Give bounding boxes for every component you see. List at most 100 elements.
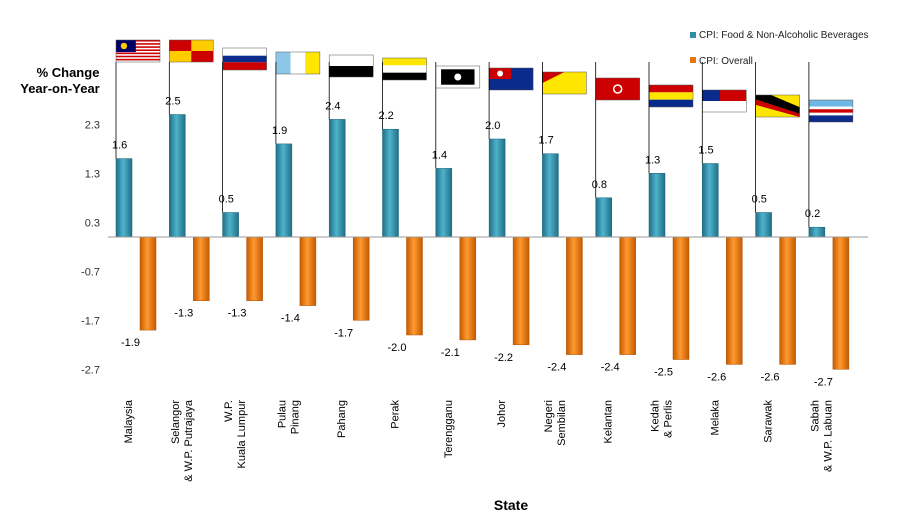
bar-overall <box>352 236 370 321</box>
bar-overall <box>779 236 796 365</box>
category-label-line: Negeri <box>543 400 555 432</box>
bar-overall <box>193 236 210 301</box>
category-label: Negeri Sembilan <box>543 400 568 446</box>
bar-food <box>169 114 186 238</box>
category-labels: Malaysia Selangor & W.P. Putrajaya W.P. Kual… <box>123 399 834 482</box>
data-label-overall: -2.6 <box>707 371 726 383</box>
category-label-line: Perak <box>390 400 402 429</box>
category-label: W.P. Kuala Lumpur <box>223 400 248 469</box>
pahang-flag-icon <box>328 54 374 78</box>
bar-overall <box>139 236 157 331</box>
category-label-line: & W.P. Labuan <box>822 400 834 472</box>
data-label-overall: -1.9 <box>121 337 140 349</box>
bar-food <box>648 173 666 238</box>
data-label-food: 1.5 <box>698 145 713 157</box>
category-label-line: Sabah <box>809 400 821 432</box>
y-tick-label: 1.3 <box>85 168 100 180</box>
category-label-line: Sarawak <box>763 400 775 443</box>
category-label-line: Pinang <box>289 400 301 434</box>
bar-overall <box>406 236 423 336</box>
category-label-line: Terengganu <box>443 400 455 458</box>
data-label-overall: -2.4 <box>547 362 566 374</box>
category-label: Pahang <box>336 400 348 438</box>
y-tick-label: -1.7 <box>81 315 100 327</box>
kuala-lumpur-flag-icon <box>222 47 267 71</box>
kedah-flag-icon <box>648 84 694 108</box>
data-label-overall: -2.1 <box>441 347 460 359</box>
data-label-overall: -2.7 <box>814 376 833 388</box>
y-axis-title-line1: % Change <box>37 65 100 80</box>
y-tick-label: -2.7 <box>81 364 100 376</box>
bar-overall <box>459 236 477 341</box>
category-label-line: Malaysia <box>123 399 135 443</box>
flag-row <box>115 39 854 123</box>
category-label-line: Kedah <box>650 400 662 432</box>
data-label-overall: -2.4 <box>601 362 620 374</box>
bar-food <box>542 153 559 238</box>
bar-food <box>382 128 399 238</box>
data-label-food: 2.4 <box>325 100 340 112</box>
data-label-food: 0.8 <box>592 179 607 191</box>
bar-food <box>595 197 612 238</box>
category-label: Perak <box>390 400 402 429</box>
negeri-sembilan-flag-icon <box>542 71 587 95</box>
bar-food <box>275 143 293 238</box>
data-label-food: 1.9 <box>272 125 287 137</box>
category-label: Sarawak <box>763 400 775 443</box>
category-label: Johor <box>496 400 508 428</box>
category-label: Sabah & W.P. Labuan <box>809 400 834 472</box>
category-label-line: Johor <box>496 400 508 428</box>
bar-food <box>488 138 506 238</box>
category-label-line: W.P. <box>223 400 235 422</box>
x-axis-title: State <box>494 497 528 513</box>
bar-food <box>808 226 826 238</box>
malaysia-flag-icon <box>115 39 161 63</box>
data-label-overall: -1.4 <box>281 313 300 325</box>
data-label-overall: -1.7 <box>334 327 353 339</box>
bar-food <box>222 212 239 238</box>
data-label-food: 0.5 <box>219 194 234 206</box>
y-axis-title: % Change Year-on-Year <box>20 65 100 96</box>
category-label-line: Pahang <box>336 400 348 438</box>
melaka-flag-icon <box>702 89 747 113</box>
category-label: Kelantan <box>603 400 615 443</box>
data-label-overall: -1.3 <box>174 308 193 320</box>
bar-food <box>702 163 719 238</box>
y-axis-ticks: 2.3 1.3 0.3 -0.7 -1.7 -2.7 <box>81 119 100 376</box>
category-label-line: & Perlis <box>663 400 675 438</box>
bar-overall <box>246 236 263 301</box>
data-label-food: 2.5 <box>165 96 180 108</box>
data-label-food: 0.2 <box>805 208 820 220</box>
terengganu-flag-icon <box>435 65 481 89</box>
data-label-overall: -2.6 <box>761 371 780 383</box>
bar-overall <box>512 236 530 346</box>
category-label-line: & W.P. Putrajaya <box>183 399 195 482</box>
perak-flag-icon <box>382 57 427 81</box>
category-label: Selangor & W.P. Putrajaya <box>170 399 195 482</box>
category-label: Kedah & Perlis <box>650 400 675 438</box>
data-label-food: 1.6 <box>112 140 127 152</box>
data-label-overall: -1.3 <box>228 308 247 320</box>
y-axis-title-line2: Year-on-Year <box>20 81 100 96</box>
bar-overall <box>566 236 583 355</box>
bar-food <box>328 119 346 238</box>
category-label: Terengganu <box>443 400 455 458</box>
legend: CPI: Food & Non-Alcoholic Beverages CPI:… <box>690 30 869 67</box>
legend-swatch-overall <box>690 57 696 63</box>
category-label: Pulau Pinang <box>276 400 301 434</box>
data-label-food: 2.2 <box>379 110 394 122</box>
bar-overall <box>832 236 850 370</box>
bar-food <box>115 158 133 238</box>
category-label-line: Kuala Lumpur <box>236 400 248 469</box>
data-label-overall: -2.2 <box>494 352 513 364</box>
data-labels: 1.6 -1.9 2.5 -1.3 0.5 -1.3 1.9 -1.4 2.4 -1.7 2.2 -2… <box>112 96 833 389</box>
data-label-overall: -2.5 <box>654 367 673 379</box>
legend-label-food: CPI: Food & Non-Alcoholic Beverages <box>699 30 869 41</box>
category-label: Malaysia <box>123 399 135 443</box>
legend-swatch-food <box>690 32 696 38</box>
y-tick-label: 2.3 <box>85 119 100 131</box>
bar-overall <box>299 236 317 306</box>
data-label-food: 2.0 <box>485 120 500 132</box>
category-label-line: Pulau <box>276 400 288 428</box>
bar-food <box>755 212 772 238</box>
